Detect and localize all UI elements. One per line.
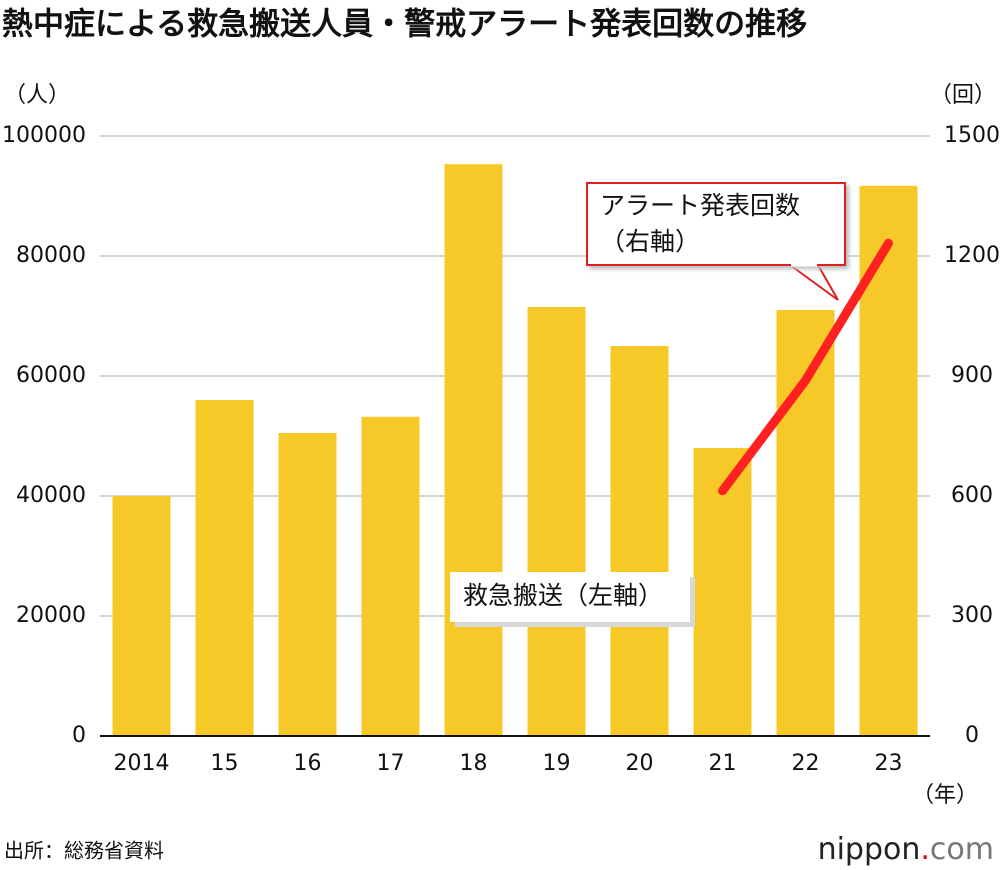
y-tick-label: 100000	[2, 123, 86, 148]
source: 出所：総務省資料	[4, 839, 164, 863]
x-tick-label: 16	[294, 751, 322, 776]
bar	[278, 433, 337, 736]
chart-title: 熱中症による救急搬送人員・警戒アラート発表回数の推移	[2, 7, 807, 43]
line-callout: アラート発表回数（右軸）	[600, 191, 801, 256]
callout-box	[450, 572, 690, 622]
x-tick-label: 15	[211, 751, 239, 776]
bar-callout: 救急搬送（左軸）	[463, 581, 664, 610]
logo-part: .	[920, 832, 930, 867]
y2-tick-label: 600	[951, 483, 993, 508]
y-tick-label: 20000	[16, 603, 86, 628]
y2-tick-label: 300	[951, 603, 993, 628]
y-tick-label: 0	[72, 723, 86, 748]
x-tick-label: 23	[875, 751, 903, 776]
y-axis-label: （人）	[4, 83, 70, 108]
line	[718, 238, 893, 496]
y2-tick-label: 1200	[944, 243, 1000, 268]
y-tick-label: 40000	[16, 483, 86, 508]
x-tick-label: 20	[626, 751, 654, 776]
x-tick-label: 17	[377, 751, 405, 776]
logo-part: nippon	[818, 832, 921, 867]
y2-axis-label: （回）	[930, 83, 996, 108]
callout-box	[586, 182, 846, 266]
bar	[610, 346, 669, 736]
x-tick-label: 18	[460, 751, 488, 776]
x-tick-label: 22	[792, 751, 820, 776]
bar	[527, 307, 586, 736]
bar	[195, 400, 254, 736]
x-tick-label: 21	[709, 751, 737, 776]
logo-part: com	[930, 832, 994, 867]
y2-tick-label: 1500	[944, 123, 1000, 148]
bar	[112, 496, 171, 736]
bar	[361, 416, 420, 736]
y2-tick-label: 900	[951, 363, 993, 388]
y2-tick-label: 0	[965, 723, 979, 748]
x-tick-label: 2014	[114, 751, 170, 776]
x-axis-label: （年）	[912, 783, 978, 808]
bar	[444, 164, 503, 736]
callout-pointer	[789, 264, 839, 301]
logo: nippon.com	[818, 832, 994, 867]
x-tick-label: 19	[543, 751, 571, 776]
bar	[693, 448, 752, 736]
y-tick-label: 60000	[16, 363, 86, 388]
y-tick-label: 80000	[16, 243, 86, 268]
